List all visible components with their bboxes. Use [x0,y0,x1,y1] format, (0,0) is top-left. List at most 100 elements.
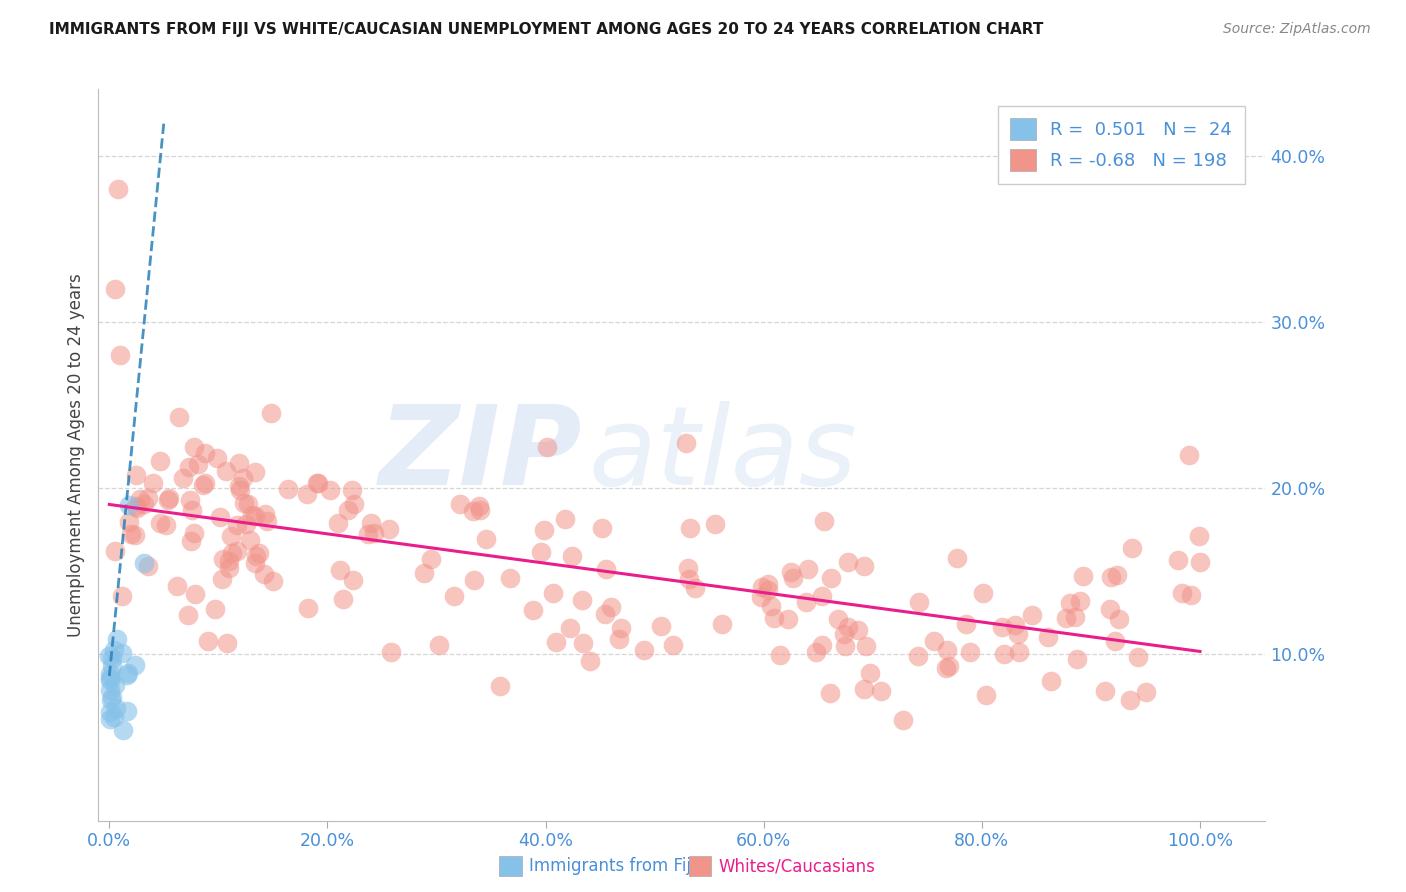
Point [149,516,172,531]
Text: IMMIGRANTS FROM FIJI VS WHITE/CAUCASIAN UNEMPLOYMENT AMONG AGES 20 TO 24 YEARS C: IMMIGRANTS FROM FIJI VS WHITE/CAUCASIAN … [49,22,1043,37]
Point [183,525,205,540]
Point [533,524,555,538]
Point [561,549,583,563]
Point [468,499,491,513]
Point [337,503,360,517]
Point [194,475,217,490]
Point [125,499,148,513]
Point [782,570,804,584]
Point [427,638,450,652]
Point [247,545,270,559]
Point [591,521,613,535]
Point [179,493,201,508]
Point [600,599,623,614]
Point [1038,631,1060,645]
Point [633,643,655,657]
Point [342,483,364,497]
Point [751,580,773,594]
Point [1059,596,1081,610]
Point [683,581,706,595]
Point [959,645,981,659]
Point [229,483,252,497]
Point [935,661,957,675]
Point [211,572,233,586]
Point [332,592,354,607]
Point [115,668,138,682]
Point [530,545,553,559]
Point [420,551,443,566]
Point [98,682,121,697]
Point [125,468,148,483]
Point [1178,448,1201,462]
Point [811,589,834,603]
Point [217,636,239,650]
Point [260,406,283,420]
Point [846,624,869,638]
Point [360,516,382,530]
Point [1188,555,1211,569]
Point [177,460,200,475]
Point [763,611,786,625]
Point [974,688,997,702]
Point [859,666,882,681]
Point [779,566,801,580]
Point [769,648,792,663]
Text: Whites/Caucasians: Whites/Caucasians [718,857,876,875]
Point [820,571,842,585]
Point [678,560,700,574]
Point [307,475,329,490]
Point [595,562,617,576]
Point [142,475,165,490]
Point [955,617,977,632]
Point [1188,529,1211,543]
Point [342,573,364,587]
Point [134,556,156,570]
Point [112,723,135,737]
Point [661,638,683,652]
Point [231,471,253,485]
Point [307,475,329,490]
Point [236,497,259,511]
Point [172,470,194,484]
Point [794,595,817,609]
Point [100,690,122,704]
Point [110,348,132,362]
Point [834,639,856,653]
Point [837,620,859,634]
Point [710,617,733,632]
Point [101,659,124,673]
Point [180,534,202,549]
Point [1126,649,1149,664]
Point [804,645,827,659]
Point [463,503,485,517]
Point [98,649,121,664]
Point [593,607,616,622]
Point [827,612,849,626]
Point [756,582,779,597]
Point [1180,588,1202,602]
Point [938,658,960,673]
Point [1135,685,1157,699]
Point [136,491,159,505]
Point [853,682,876,697]
Point [118,515,141,529]
Point [243,508,266,523]
Point [134,497,156,511]
Point [101,650,124,665]
Point [1101,570,1123,584]
Point [183,587,205,601]
Point [675,435,697,450]
Point [470,503,492,517]
Point [262,574,284,588]
Point [443,590,465,604]
Point [363,526,385,541]
Point [1008,645,1031,659]
Point [678,572,700,586]
Point [104,678,127,692]
Point [98,673,121,687]
Point [891,713,914,727]
Point [117,665,139,680]
Point [820,686,842,700]
Point [167,409,190,424]
Point [463,573,485,587]
